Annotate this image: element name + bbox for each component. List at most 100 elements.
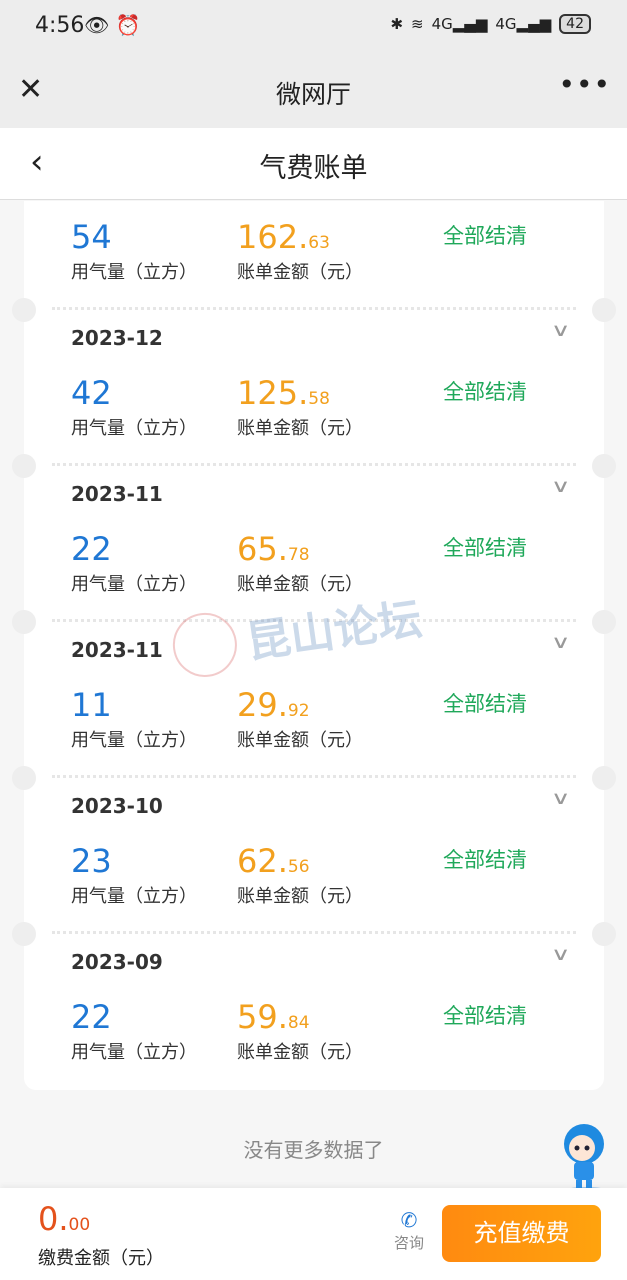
amount-label: 账单金额（元） xyxy=(237,574,363,595)
gas-usage: 42 xyxy=(71,374,112,412)
amount-label: 账单金额（元） xyxy=(237,418,363,439)
usage-label: 用气量（立方） xyxy=(71,730,197,751)
consult-label: 咨询 xyxy=(393,1234,424,1252)
bill-row[interactable]: 2023-09 ∨ 22 用气量（立方） 59.84 账单金额（元） 全部结清 xyxy=(24,934,604,1090)
status-badge: 全部结清 xyxy=(443,224,527,248)
divider xyxy=(52,463,576,466)
page-header: ‹ 气费账单 xyxy=(0,128,627,200)
close-icon[interactable]: ✕ xyxy=(18,72,44,107)
amount-int: 59. xyxy=(237,998,288,1036)
status-right: ✱ ≋ 4G▂▄▆ 4G▂▄▆ 42 xyxy=(390,14,591,34)
consult-button[interactable]: ✆ 咨询 xyxy=(392,1208,426,1253)
notch xyxy=(592,766,616,790)
chevron-down-icon[interactable]: ∨ xyxy=(550,320,571,341)
notch xyxy=(12,922,36,946)
notch xyxy=(12,610,36,634)
bill-month: 2023-11 xyxy=(71,638,163,662)
bill-month: 2023-12 xyxy=(71,326,163,350)
bill-amount: 65.78 xyxy=(237,530,310,568)
status-badge: 全部结清 xyxy=(443,380,527,404)
bill-month: 2023-11 xyxy=(71,482,163,506)
amount-label: 账单金额（元） xyxy=(237,730,363,751)
amount-label: 账单金额（元） xyxy=(237,262,363,283)
amount-int: 29. xyxy=(237,686,288,724)
notch xyxy=(592,610,616,634)
amount-dec: 92 xyxy=(287,701,310,721)
recharge-button[interactable]: 充值缴费 xyxy=(442,1205,601,1262)
bottom-bar: 0.00 缴费金额（元） ✆ 咨询 充值缴费 xyxy=(0,1188,627,1280)
amount-dec: 63 xyxy=(308,233,330,253)
mascot-icon[interactable] xyxy=(558,1118,614,1194)
amount-dec: 78 xyxy=(287,545,310,565)
notch xyxy=(592,922,616,946)
notch xyxy=(592,298,616,322)
bill-list-scroll[interactable]: ∨ 54 用气量（立方） 162.63 账单金额（元） 全部结清 2023-12… xyxy=(0,201,627,1188)
status-badge: 全部结清 xyxy=(443,536,527,560)
divider xyxy=(52,775,576,778)
signal-icon: 4G▂▄▆ xyxy=(431,15,488,33)
bill-amount: 62.56 xyxy=(237,842,310,880)
pay-amount-label: 缴费金额（元） xyxy=(38,1248,164,1269)
amount-dec: 58 xyxy=(308,389,330,409)
notch xyxy=(592,454,616,478)
amount-label: 账单金额（元） xyxy=(237,886,363,907)
gas-usage: 54 xyxy=(71,218,112,256)
chevron-down-icon[interactable]: ∨ xyxy=(550,788,571,809)
bill-amount: 59.84 xyxy=(237,998,310,1036)
amount-int: 62. xyxy=(237,842,288,880)
wechat-titlebar: ✕ 微网厅 ••• xyxy=(0,56,627,128)
notch xyxy=(12,454,36,478)
eye-alarm-icons: 👁 ⏰ xyxy=(84,13,141,37)
signal-icon-2: 4G▂▄▆ xyxy=(495,15,552,33)
amount-label: 账单金额（元） xyxy=(237,1042,363,1063)
pay-amount-int: 0. xyxy=(38,1200,69,1238)
app-title: 微网厅 xyxy=(275,80,351,109)
usage-label: 用气量（立方） xyxy=(71,886,197,907)
bill-amount: 162.63 xyxy=(237,218,330,256)
divider xyxy=(52,619,576,622)
gas-usage: 23 xyxy=(71,842,112,880)
back-icon[interactable]: ‹ xyxy=(30,142,44,182)
amount-dec: 84 xyxy=(287,1013,310,1033)
usage-label: 用气量（立方） xyxy=(71,418,197,439)
amount-int: 162. xyxy=(237,218,309,256)
amount-int: 125. xyxy=(237,374,309,412)
bill-month: 2023-10 xyxy=(71,794,163,818)
no-more-text: 没有更多数据了 xyxy=(243,1138,384,1162)
amount-int: 65. xyxy=(237,530,288,568)
page-title: 气费账单 xyxy=(259,153,368,184)
gas-usage: 11 xyxy=(71,686,112,724)
divider xyxy=(52,931,576,934)
usage-label: 用气量（立方） xyxy=(71,1042,197,1063)
bill-amount: 29.92 xyxy=(237,686,310,724)
bluetooth-icon: ✱ xyxy=(390,15,404,33)
gas-usage: 22 xyxy=(71,998,112,1036)
phone-icon: ✆ xyxy=(400,1208,418,1232)
bill-row[interactable]: 2023-11 ∨ 11 用气量（立方） 29.92 账单金额（元） 全部结清 xyxy=(12,622,616,790)
more-icon[interactable]: ••• xyxy=(558,68,611,101)
status-bar: 4:56 👁 ⏰ ✱ ≋ 4G▂▄▆ 4G▂▄▆ 42 xyxy=(0,0,627,56)
wifi-icon: ≋ xyxy=(411,15,424,33)
usage-label: 用气量（立方） xyxy=(71,262,197,283)
bill-row[interactable]: ∨ 54 用气量（立方） 162.63 账单金额（元） 全部结清 xyxy=(12,201,616,322)
bill-card: ∨ 54 用气量（立方） 162.63 账单金额（元） 全部结清 2023-12… xyxy=(12,201,616,1090)
chevron-down-icon[interactable]: ∨ xyxy=(550,476,571,497)
status-badge: 全部结清 xyxy=(443,1004,527,1028)
notch xyxy=(12,766,36,790)
divider xyxy=(52,307,576,310)
pay-amount-dec: 00 xyxy=(68,1215,91,1235)
bill-row[interactable]: 2023-12 ∨ 42 用气量（立方） 125.58 账单金额（元） 全部结清 xyxy=(12,310,616,478)
status-badge: 全部结清 xyxy=(443,692,527,716)
bill-month: 2023-09 xyxy=(71,950,163,974)
chevron-down-icon[interactable]: ∨ xyxy=(550,944,571,965)
chevron-down-icon[interactable]: ∨ xyxy=(550,632,571,653)
usage-label: 用气量（立方） xyxy=(71,574,197,595)
seal-icon xyxy=(168,608,242,682)
bill-row[interactable]: 2023-11 ∨ 22 用气量（立方） 65.78 账单金额（元） 全部结清 xyxy=(12,466,616,634)
status-badge: 全部结清 xyxy=(443,848,527,872)
amount-dec: 56 xyxy=(287,857,310,877)
gas-usage: 22 xyxy=(71,530,112,568)
pay-amount: 0.00 xyxy=(38,1200,90,1238)
clock: 4:56 xyxy=(35,13,85,38)
bill-row[interactable]: 2023-10 ∨ 23 用气量（立方） 62.56 账单金额（元） 全部结清 xyxy=(12,778,616,946)
